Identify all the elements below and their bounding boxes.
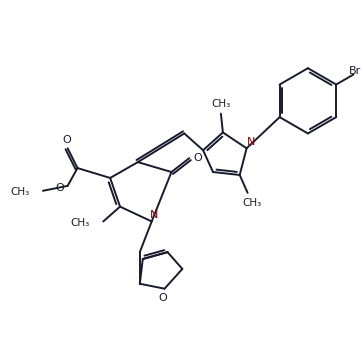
Text: O: O [158, 293, 167, 303]
Text: CH₃: CH₃ [11, 187, 30, 197]
Text: O: O [194, 153, 203, 163]
Text: O: O [62, 135, 71, 145]
Text: N: N [247, 137, 256, 147]
Text: CH₃: CH₃ [211, 99, 231, 109]
Text: CH₃: CH₃ [70, 218, 89, 228]
Text: N: N [150, 210, 158, 220]
Text: CH₃: CH₃ [242, 198, 261, 208]
Text: O: O [55, 183, 64, 193]
Text: Br: Br [349, 66, 362, 76]
